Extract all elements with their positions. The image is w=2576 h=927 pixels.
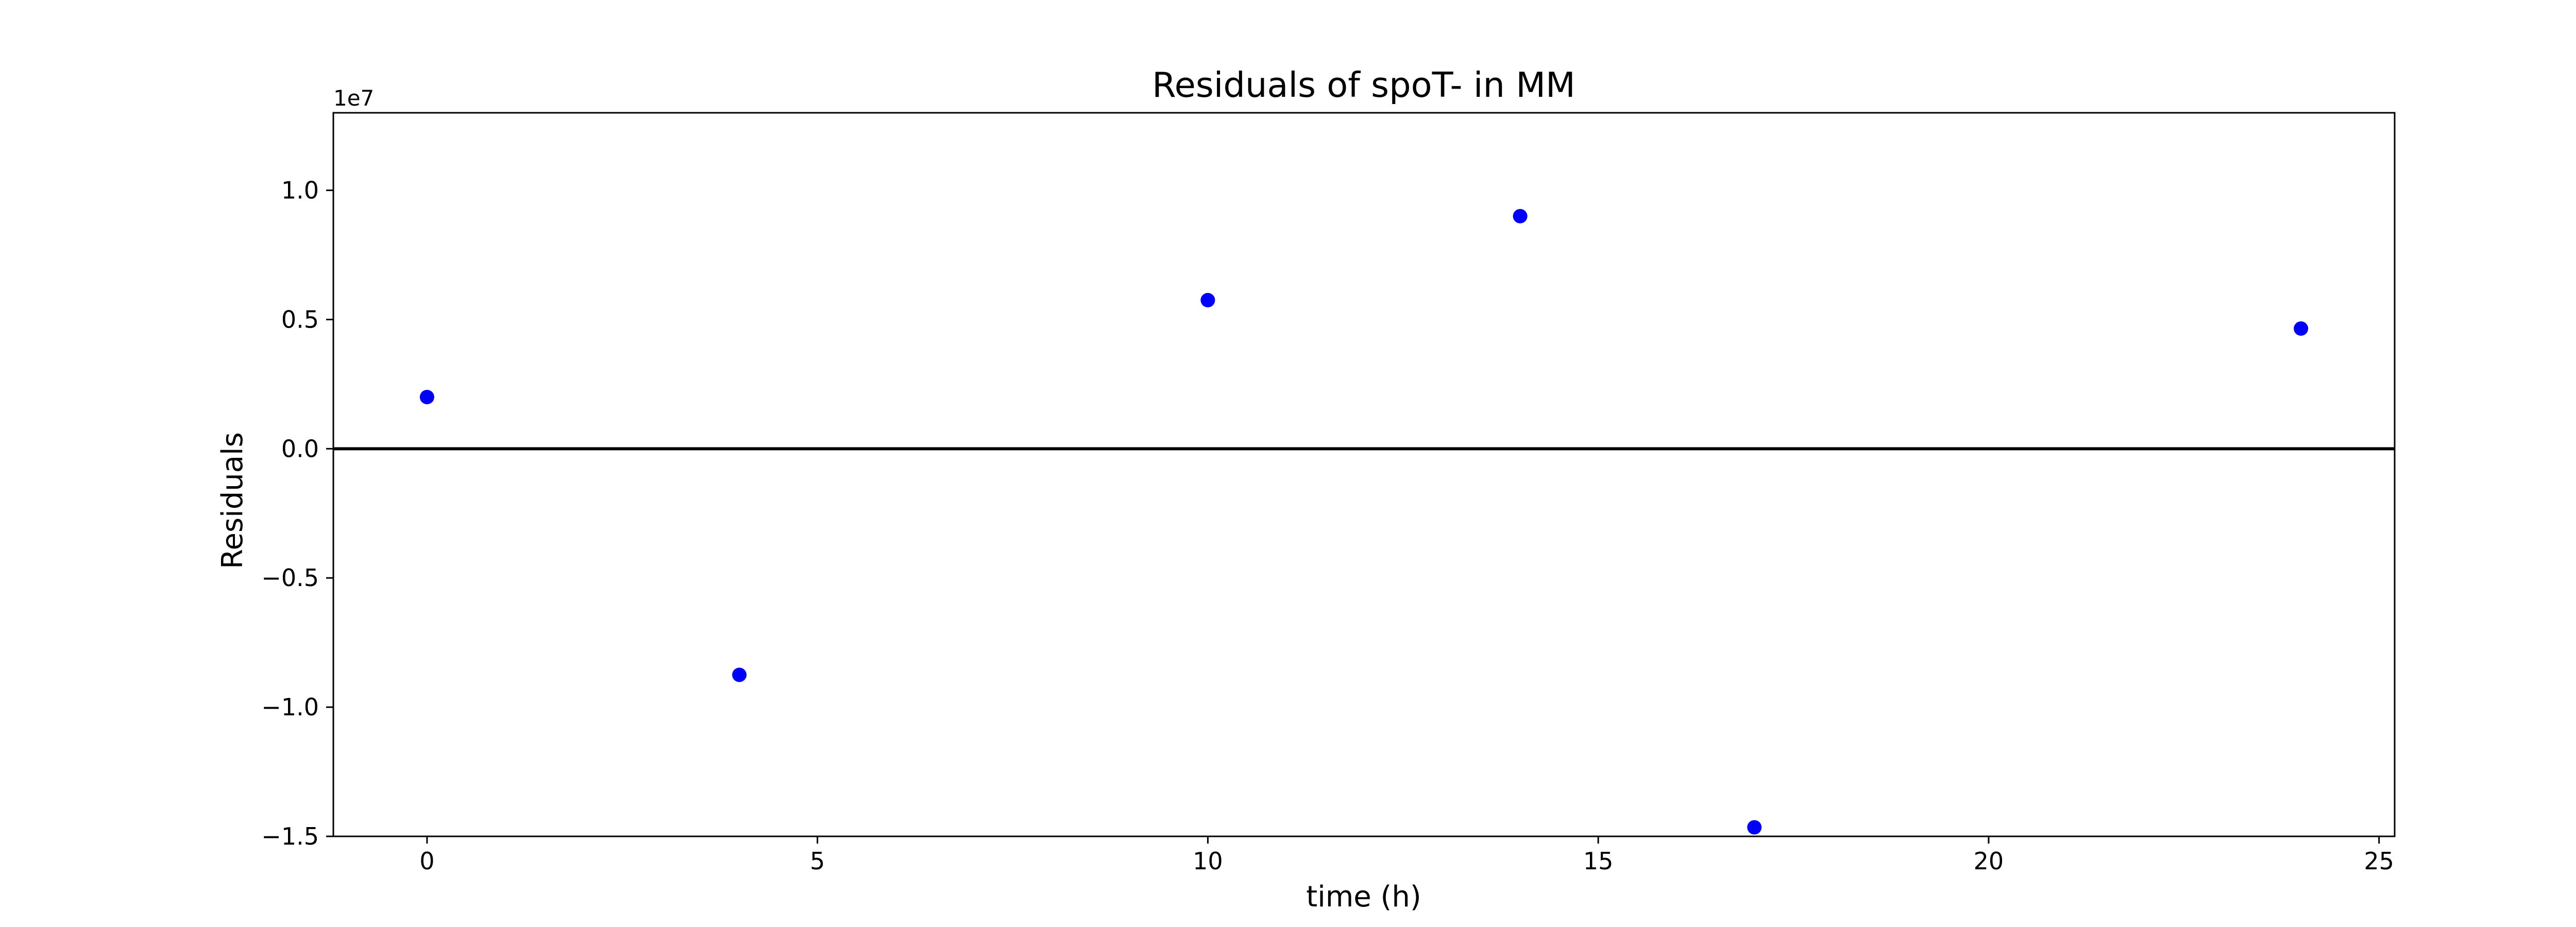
chart-title: Residuals of spoT- in MM xyxy=(1152,65,1575,105)
data-point xyxy=(2294,321,2309,336)
x-tick-label: 10 xyxy=(1193,847,1223,875)
y-tick-label: 1.0 xyxy=(281,177,319,204)
x-tick-label: 25 xyxy=(2364,847,2394,875)
plot-area: 0 5 10 15 20 25 −1.5 −1.0 −0.5 0.0 0.5 1.0 xyxy=(261,112,2396,875)
y-tick-label: 0.5 xyxy=(281,305,319,333)
y-tick-label: −0.5 xyxy=(261,564,319,592)
axes-frame xyxy=(332,112,2396,837)
y-tick-label: 0.0 xyxy=(281,435,319,462)
data-point xyxy=(732,667,747,682)
data-point xyxy=(419,389,434,404)
y-axis-offset-label: 1e7 xyxy=(333,85,374,111)
y-axis-label: Residuals xyxy=(216,432,249,569)
y-tick-label: −1.0 xyxy=(261,693,319,721)
x-tick-label: 15 xyxy=(1583,847,1614,875)
data-point xyxy=(1747,820,1762,835)
x-tick-label: 20 xyxy=(1974,847,2004,875)
data-point xyxy=(1513,209,1528,224)
y-tick-label: −1.5 xyxy=(261,822,319,850)
data-point xyxy=(1200,293,1215,307)
x-tick-label: 0 xyxy=(419,847,434,875)
x-axis-label: time (h) xyxy=(1306,880,1421,914)
x-tick-label: 5 xyxy=(810,847,825,875)
